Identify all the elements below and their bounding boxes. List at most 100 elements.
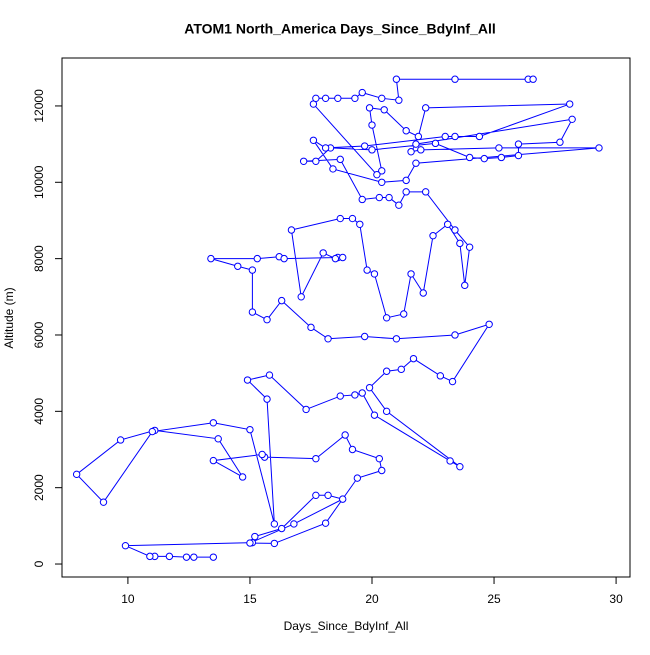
data-point [277, 524, 286, 533]
data-point [248, 266, 257, 274]
data-point [368, 121, 376, 129]
y-tick-label: 12000 [32, 89, 46, 123]
data-point [336, 214, 344, 223]
y-tick-label: 0 [32, 560, 46, 567]
data-point [451, 75, 459, 83]
data-point [514, 151, 523, 160]
data-point [358, 88, 366, 97]
data-point [497, 153, 506, 162]
data-point [182, 553, 191, 561]
data-point [421, 104, 430, 112]
data-point [234, 262, 242, 270]
data-point [380, 106, 388, 114]
y-tick-label: 10000 [32, 165, 46, 199]
x-tick-label: 30 [609, 592, 623, 606]
data-point [456, 239, 464, 248]
data-point [265, 371, 274, 379]
data-point [395, 96, 403, 104]
data-point [324, 335, 332, 343]
data-point [412, 159, 420, 167]
data-point [290, 520, 298, 528]
data-point [382, 314, 391, 322]
data-point [461, 281, 469, 290]
data-point [348, 214, 357, 223]
data-point [321, 519, 330, 527]
y-axis-label: Altitude (m) [2, 287, 16, 348]
x-axis-label: Days_Since_BdyInf_All [284, 619, 409, 633]
data-point [299, 157, 308, 165]
data-point [431, 139, 440, 148]
data-point [451, 226, 459, 234]
data-point [443, 220, 452, 228]
data-point [190, 553, 198, 561]
data-point [116, 436, 125, 444]
data-point [395, 201, 403, 209]
data-point [246, 539, 254, 547]
x-tick-label: 10 [121, 592, 135, 606]
data-point [270, 520, 279, 528]
data-point [331, 254, 340, 263]
data-point [495, 144, 503, 152]
data-point [336, 155, 344, 164]
data-point [441, 132, 449, 141]
x-tick-label: 15 [243, 592, 257, 606]
data-point [370, 411, 379, 419]
data-point [307, 323, 315, 332]
data-point [363, 266, 371, 274]
data-point [382, 407, 391, 416]
data-point [148, 427, 157, 436]
y-tick-label: 8000 [32, 245, 46, 272]
data-point [348, 445, 357, 454]
data-point [429, 232, 437, 240]
data-point [309, 136, 318, 145]
data-point [529, 75, 537, 83]
data-point [358, 389, 366, 397]
data-point [400, 310, 408, 318]
y-tick-label: 4000 [32, 398, 46, 425]
data-point [385, 193, 393, 202]
data-point [334, 94, 342, 103]
data-point [566, 100, 574, 108]
data-point [270, 539, 279, 548]
data-point [436, 372, 445, 380]
data-point [375, 454, 384, 463]
y-tick-label: 6000 [32, 321, 46, 348]
data-point [568, 115, 576, 124]
data-point [353, 474, 362, 482]
data-point [412, 140, 420, 148]
data-point [370, 270, 379, 278]
data-point [72, 470, 81, 479]
data-point [446, 457, 454, 465]
data-point [319, 249, 327, 257]
data-point [146, 552, 154, 561]
data-point [373, 170, 381, 179]
data-point [209, 553, 218, 561]
data-point [414, 132, 423, 141]
data-point [329, 165, 337, 173]
data-point [263, 395, 271, 403]
data-point [351, 391, 359, 399]
data-point [324, 491, 332, 500]
data-point [360, 332, 369, 341]
data-point [321, 94, 330, 103]
data-point [360, 142, 369, 150]
data-point [238, 473, 247, 481]
data-point [165, 552, 174, 561]
data-point [465, 153, 474, 162]
data-point [341, 431, 349, 439]
data-point [207, 254, 215, 263]
data-point [514, 140, 523, 148]
data-point [277, 296, 286, 305]
data-point [356, 220, 364, 228]
data-point [358, 195, 366, 204]
data-point [365, 104, 374, 112]
data-point [407, 148, 415, 156]
data-point [209, 419, 218, 427]
data-point [485, 320, 493, 328]
data-point [297, 293, 305, 301]
data-point [402, 127, 410, 135]
data-point [258, 450, 266, 459]
data-point [312, 94, 320, 103]
